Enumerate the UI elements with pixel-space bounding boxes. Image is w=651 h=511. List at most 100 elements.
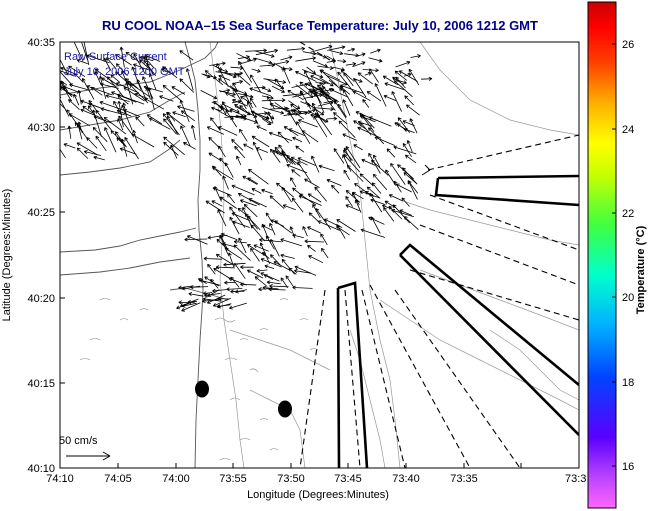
plot-frame xyxy=(59,41,580,469)
colorbar-tick-label: 22 xyxy=(622,208,634,220)
current-vector xyxy=(292,285,313,290)
current-vector xyxy=(235,289,247,294)
current-vector xyxy=(200,90,218,100)
current-vector xyxy=(204,70,224,86)
current-vector xyxy=(374,83,387,107)
current-vector xyxy=(308,255,324,264)
current-vector xyxy=(281,258,295,275)
current-vector xyxy=(229,302,247,310)
current-vector xyxy=(342,133,358,141)
current-vector xyxy=(202,297,222,302)
current-vector xyxy=(117,118,124,131)
current-vector xyxy=(60,96,70,117)
current-vector xyxy=(359,112,375,132)
current-vector xyxy=(352,61,366,68)
current-vector xyxy=(216,238,230,251)
current-vector xyxy=(118,115,134,137)
x-tick-label: 73:3 xyxy=(565,473,586,485)
current-vector xyxy=(352,90,371,102)
current-vector xyxy=(177,105,195,112)
current-vector xyxy=(328,88,349,98)
current-vector xyxy=(162,84,183,102)
current-vector xyxy=(68,99,80,110)
current-vector xyxy=(122,102,127,116)
current-vector xyxy=(269,195,285,209)
current-vector xyxy=(163,118,177,135)
current-vector xyxy=(290,177,297,188)
current-vector xyxy=(60,81,67,85)
current-vector xyxy=(402,143,412,158)
current-vector xyxy=(404,95,414,106)
current-vector xyxy=(295,70,317,82)
current-vector xyxy=(76,59,88,65)
y-tick-label: 40:15 xyxy=(27,378,55,390)
current-vector xyxy=(213,100,224,111)
current-vector xyxy=(119,46,125,68)
current-vector xyxy=(383,207,395,222)
current-vector xyxy=(60,85,73,96)
colorbar-tick-label: 20 xyxy=(622,292,634,304)
current-vector xyxy=(364,71,372,76)
current-vector xyxy=(302,226,308,237)
current-vector xyxy=(67,125,72,139)
current-vector xyxy=(383,94,397,102)
current-vector xyxy=(93,155,105,161)
current-vector xyxy=(185,68,194,91)
current-vector xyxy=(232,87,247,110)
current-vector xyxy=(313,115,328,138)
current-vectors xyxy=(60,42,433,312)
current-vector xyxy=(207,263,216,275)
y-axis-label: Latitude (Degrees:Minutes) xyxy=(1,189,13,322)
x-tick-label: 73:45 xyxy=(334,473,362,485)
current-vector xyxy=(394,70,408,81)
coastal-speckle xyxy=(79,298,319,461)
current-vector xyxy=(250,110,273,124)
current-vector xyxy=(269,284,289,289)
current-vector xyxy=(215,265,234,270)
current-vector xyxy=(283,126,299,137)
current-vector xyxy=(306,66,316,75)
current-vector xyxy=(259,242,270,265)
current-vector xyxy=(320,233,328,246)
current-vector xyxy=(344,53,359,58)
current-vector xyxy=(337,103,347,118)
x-axis-label: Longitude (Degrees:Minutes) xyxy=(247,489,389,501)
current-vector xyxy=(242,206,253,229)
current-vector xyxy=(332,66,345,72)
current-vector xyxy=(333,112,348,125)
current-vector xyxy=(319,77,334,87)
current-vector xyxy=(251,135,270,148)
current-vector xyxy=(238,57,257,65)
current-vector xyxy=(190,124,196,140)
current-vector xyxy=(280,55,293,61)
current-vector xyxy=(236,155,242,166)
current-vector xyxy=(346,165,364,182)
current-vector xyxy=(99,100,125,111)
current-vector xyxy=(269,103,287,111)
current-vector xyxy=(250,74,261,93)
current-vector xyxy=(357,120,373,127)
current-vector xyxy=(60,70,75,77)
colorbar-tick-label: 16 xyxy=(622,461,634,473)
current-vector xyxy=(222,101,229,112)
current-vector xyxy=(181,302,201,312)
current-vector xyxy=(251,188,262,194)
current-vector xyxy=(114,131,127,148)
current-vector xyxy=(291,169,301,177)
current-vector xyxy=(212,166,234,181)
current-vector xyxy=(386,148,396,158)
current-vector xyxy=(167,115,179,135)
current-vector xyxy=(398,70,418,82)
current-vector xyxy=(246,244,268,258)
current-vector xyxy=(384,82,406,91)
current-vector xyxy=(103,57,112,71)
current-vector xyxy=(231,139,244,151)
current-vector xyxy=(208,136,222,150)
current-vector xyxy=(282,204,296,211)
current-vector xyxy=(406,140,413,153)
current-vector xyxy=(239,105,250,114)
colorbar-tick-label: 18 xyxy=(622,377,634,389)
current-vector xyxy=(275,150,286,156)
current-vector xyxy=(271,85,285,93)
current-vector xyxy=(329,50,344,56)
